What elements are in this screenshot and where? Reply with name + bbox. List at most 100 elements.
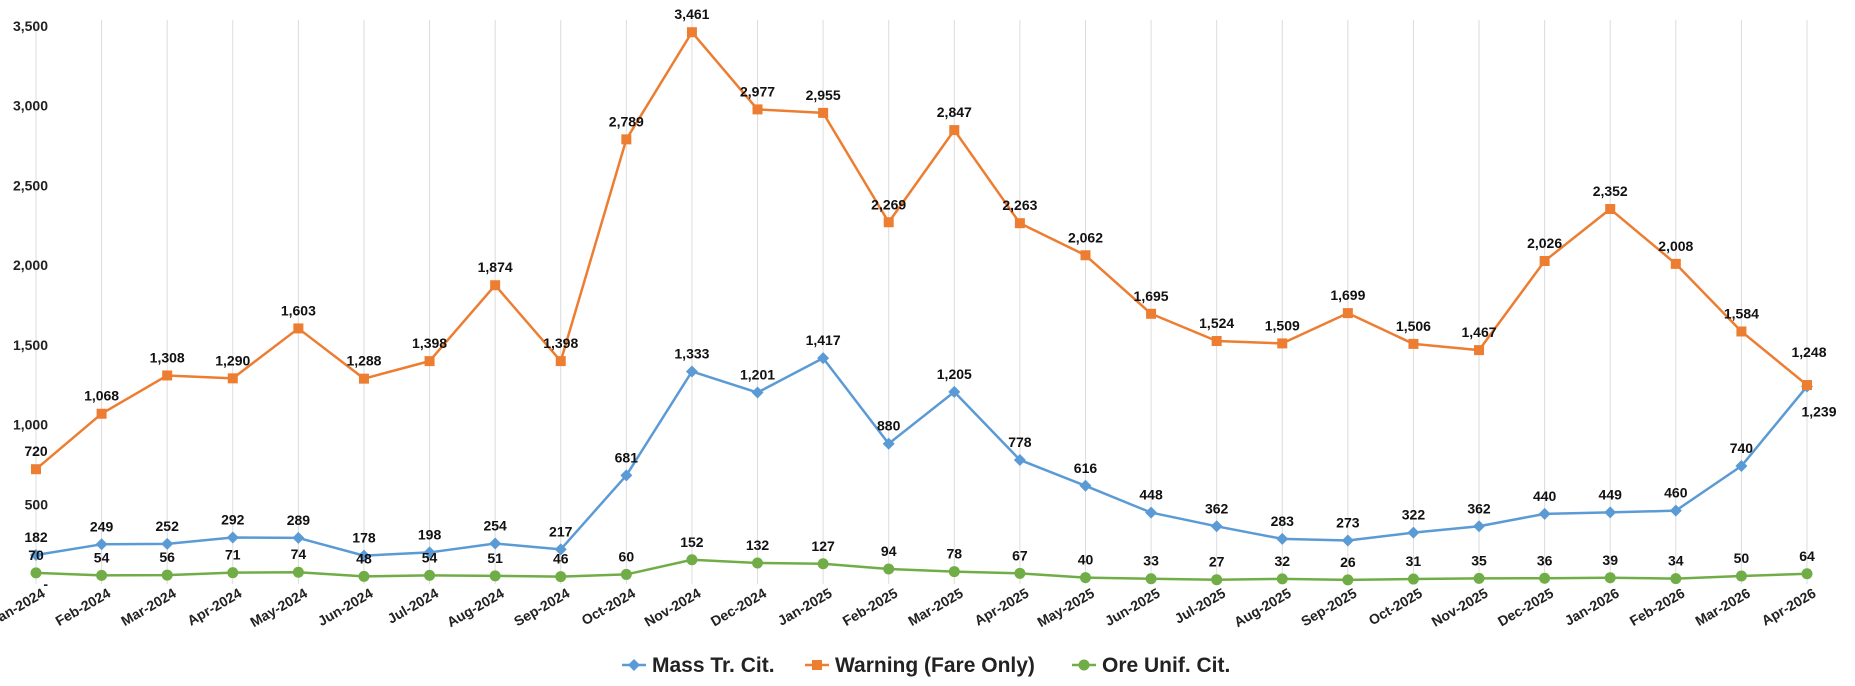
series-0-marker [1013,453,1026,466]
series-1-data-label: 1,584 [1724,305,1759,321]
series-1-marker [1605,204,1616,215]
series-1-marker [686,27,697,38]
series-2-marker [1604,572,1616,584]
x-tick-label: Mar-2026 [1692,585,1753,629]
series-2-marker [30,567,42,579]
series-1-marker [31,464,41,475]
series-1-data-label: 1,398 [543,335,578,351]
series-1-data-label: 1,308 [150,349,185,365]
series-2-marker [292,566,304,578]
series-2-data-label: 48 [356,550,372,566]
series-2-marker [686,554,698,566]
series-0-data-label: 182 [24,529,48,545]
series-0-marker [423,546,436,559]
x-tick-label: Dec-2025 [1495,585,1556,630]
series-0-data-label: 254 [483,518,507,534]
x-tick-label: Mar-2024 [118,585,179,629]
series-0-data-label: 252 [156,518,180,534]
x-tick-label: Aug-2024 [444,585,507,630]
y-tick-label: 2,000 [13,257,48,273]
x-tick-label: Sep-2025 [1298,585,1359,630]
series-0-marker [554,543,567,556]
series-2-marker [161,569,173,581]
series-1-marker [1014,218,1025,229]
y-tick-label: 1,000 [13,417,48,433]
legend: Mass Tr. Cit. Warning (Fare Only) Ore Unif… [622,654,1230,677]
x-tick-label: Jun-2025 [1102,585,1163,629]
x-tick-label: May-2025 [1034,585,1097,630]
series-2-marker [817,558,829,570]
series-2-data-label: 56 [159,549,175,565]
series-0-data-label: 362 [1467,500,1491,516]
x-tick-label: Apr-2025 [971,585,1031,629]
series-2-line [35,558,1808,582]
series-0-data-label: 449 [1599,486,1623,502]
x-tick-label: Jan-2026 [1562,585,1622,629]
series-0-marker [357,549,370,562]
series-2-marker [1145,573,1157,585]
series-2-data-label: 64 [1799,548,1815,564]
series-1-data-label: 720 [24,443,48,459]
series-0-marker [685,365,698,378]
series-1-data-label: 1,288 [346,353,381,369]
series-1-data-label: 1,467 [1462,324,1497,340]
series-2-marker [1014,567,1026,579]
series-2-marker [227,567,239,579]
x-tick-label: Sep-2024 [511,585,572,630]
series-0-marker [226,531,239,544]
series-2-marker [1801,568,1813,580]
y-tick-label: - [43,576,48,592]
series-2-data-label: 132 [746,537,770,553]
series-2-marker [424,569,436,581]
x-tick-label: Jul-2024 [385,585,442,627]
series-0-data-label: 880 [877,418,901,434]
series-1-marker [1802,380,1812,391]
series-2-marker [96,569,108,581]
series-1-marker [227,373,238,384]
series-2-marker [1473,572,1485,584]
x-tick-label: Nov-2024 [642,585,704,630]
series-0-marker [751,386,764,399]
series-1-marker [812,660,822,670]
series-2-data-label: 36 [1537,552,1553,568]
series-2-data-label: 35 [1471,552,1487,568]
series-2-data-label: 34 [1668,553,1684,569]
series-1-line [35,30,1808,471]
x-tick-label: Feb-2024 [53,585,114,629]
series-1-marker [949,125,960,136]
series-1-marker [1408,338,1419,349]
series-2-data-label: 60 [619,548,635,564]
series-2-marker [1211,574,1223,586]
series-1-data-label: 1,699 [1330,287,1365,303]
series-1-marker [162,370,173,381]
x-tick-label: Apr-2026 [1759,585,1819,629]
series-0-data-label: 283 [1271,513,1295,529]
series-2-marker [1078,659,1090,671]
series-1-marker [96,408,107,419]
series-2-marker [1079,572,1091,584]
series-1-data-label: 2,263 [1002,197,1037,213]
series-1-data-label: 1,509 [1265,317,1300,333]
series-0-data-label: 292 [221,511,245,527]
series-0-data-label: 460 [1664,485,1688,501]
series-2-marker [1539,572,1551,584]
x-tick-label: Oct-2024 [579,585,638,629]
series-2-marker [1276,573,1288,585]
series-0-marker [1604,506,1617,519]
series-2-data-label: 78 [947,546,963,562]
series-2-marker [1670,573,1682,585]
series-2-marker [489,570,501,582]
series-0-data-label: 778 [1008,434,1032,450]
series-1-data-label: 2,269 [871,196,906,212]
series-2-data-label: 46 [553,551,569,567]
x-tick-label: Feb-2026 [1627,585,1688,629]
series-0-marker [882,437,895,450]
y-tick-label: 3,500 [13,18,48,34]
series-1-marker [358,373,369,384]
series-2-data-label: 94 [881,543,897,559]
series-2-data-label: 70 [28,547,44,563]
series-1-data-label: 2,955 [806,87,841,103]
x-tick-label: Jan-2025 [775,585,835,629]
series-1-data-label: 1,603 [281,302,316,318]
